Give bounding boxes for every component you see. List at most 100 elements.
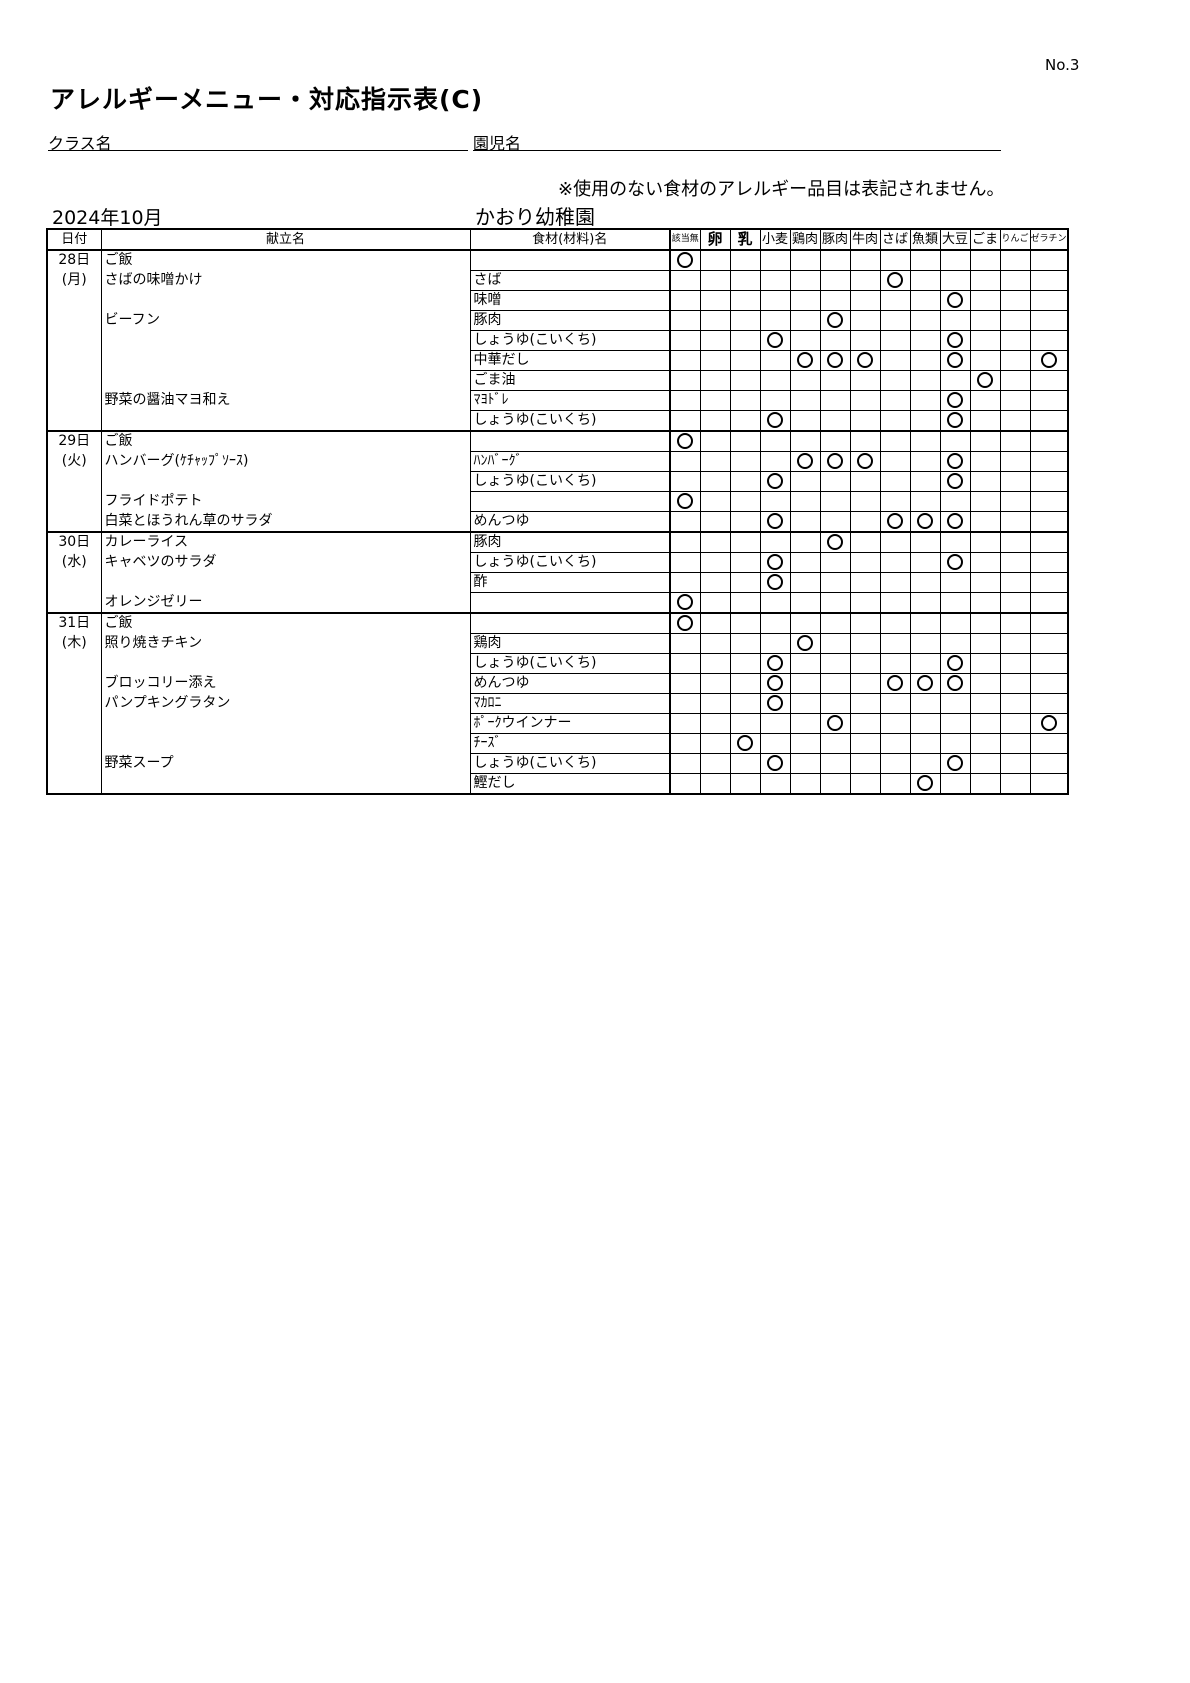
menu-cell: ご飯 [100,612,471,634]
allergen-cell [789,673,821,694]
menu-cell [100,290,471,311]
allergen-cell [729,290,761,311]
circle-mark-icon [797,635,813,651]
allergen-cell [879,390,911,411]
allergen-cell [939,773,971,795]
allergen-cell [1029,713,1069,734]
allergen-cell [909,471,941,492]
allergen-cell [849,390,881,411]
allergen-cell [699,511,731,533]
circle-mark-icon [887,675,903,691]
allergen-cell [699,713,731,734]
allergen-cell [759,390,791,411]
allergen-cell [1029,350,1069,371]
allergen-cell [699,592,731,614]
ingredient-cell: めんつゆ [469,673,671,694]
table-row: (月) さばの味噌かけ さば [46,270,1069,291]
allergen-cell [999,673,1031,694]
allergen-cell [729,653,761,674]
allergen-cell [819,330,851,351]
allergen-cell [699,773,731,795]
allergen-cell [969,633,1001,654]
allergen-cell [879,753,911,774]
ingredient-cell: 味噌 [469,290,671,311]
menu-cell: カレーライス [100,531,471,553]
menu-cell: 白菜とほうれん草のサラダ [100,511,471,532]
allergen-cell [909,249,941,271]
allergen-cell [939,390,971,411]
date-cell: (水) [46,552,102,573]
allergen-cell [729,330,761,351]
allergen-cell [669,633,701,654]
allergen-cell [729,673,761,694]
date-cell [46,491,102,512]
allergen-cell [969,511,1001,533]
table-row: ブロッコリー添え めんつゆ [46,673,1069,694]
allergen-cell [699,310,731,331]
menu-cell [100,713,471,734]
allergen-cell [879,531,911,553]
allergen-cell [939,693,971,714]
allergen-cell [939,753,971,774]
allergen-cell [849,572,881,593]
allergen-cell [669,270,701,291]
header-menu: 献立名 [100,228,471,251]
circle-mark-icon [947,332,963,348]
allergen-cell [849,370,881,391]
allergen-cell [939,451,971,472]
allergen-cell [909,491,941,512]
ingredient-cell [469,430,671,452]
allergen-cell [849,612,881,634]
allergen-cell [1029,451,1069,472]
allergen-cell [999,290,1031,311]
allergen-cell [819,511,851,533]
allergen-cell [999,612,1031,634]
allergen-cell [789,330,821,351]
allergen-cell [999,713,1031,734]
allergen-cell [909,633,941,654]
allergen-cell [849,552,881,573]
menu-cell: さばの味噌かけ [100,270,471,291]
table-row: フライドポテト [46,491,1069,512]
header-allergen: 卵 [699,228,731,251]
allergen-cell [1029,471,1069,492]
allergen-cell [699,552,731,573]
allergen-cell [849,491,881,512]
allergen-cell [669,733,701,754]
allergen-cell [909,390,941,411]
date-cell [46,592,102,613]
circle-mark-icon [677,615,694,631]
menu-cell [100,773,471,795]
allergen-cell [669,511,701,533]
allergen-cell [999,390,1031,411]
date-cell [46,753,102,774]
allergen-cell [759,673,791,694]
table-row: しょうゆ(こいくち) [46,410,1069,432]
allergen-cell [819,552,851,573]
table-row: しょうゆ(こいくち) [46,471,1069,492]
table-row: ﾎﾟｰｸウインナー [46,713,1069,734]
allergen-cell [849,753,881,774]
table-row: (火) ハンバーグ(ｹﾁｬｯﾌﾟｿｰｽ) ﾊﾝﾊﾞｰｸﾞ [46,451,1069,472]
allergen-cell [819,612,851,634]
circle-mark-icon [827,312,843,328]
circle-mark-icon [767,554,783,570]
allergen-cell [819,713,851,734]
circle-mark-icon [827,534,843,550]
circle-mark-icon [947,554,963,570]
allergen-cell [729,270,761,291]
allergen-cell [999,531,1031,553]
circle-mark-icon [677,493,694,509]
allergen-cell [999,653,1031,674]
allergen-cell [699,249,731,271]
allergen-cell [849,773,881,795]
class-name-field[interactable]: クラス名 [48,130,468,153]
allergen-cell [909,511,941,533]
child-name-field[interactable]: 園児名 [473,130,1001,153]
allergen-cell [879,491,911,512]
menu-cell: 野菜スープ [100,753,471,774]
allergen-cell [669,249,701,271]
allergen-cell [789,390,821,411]
circle-mark-icon [857,352,873,368]
